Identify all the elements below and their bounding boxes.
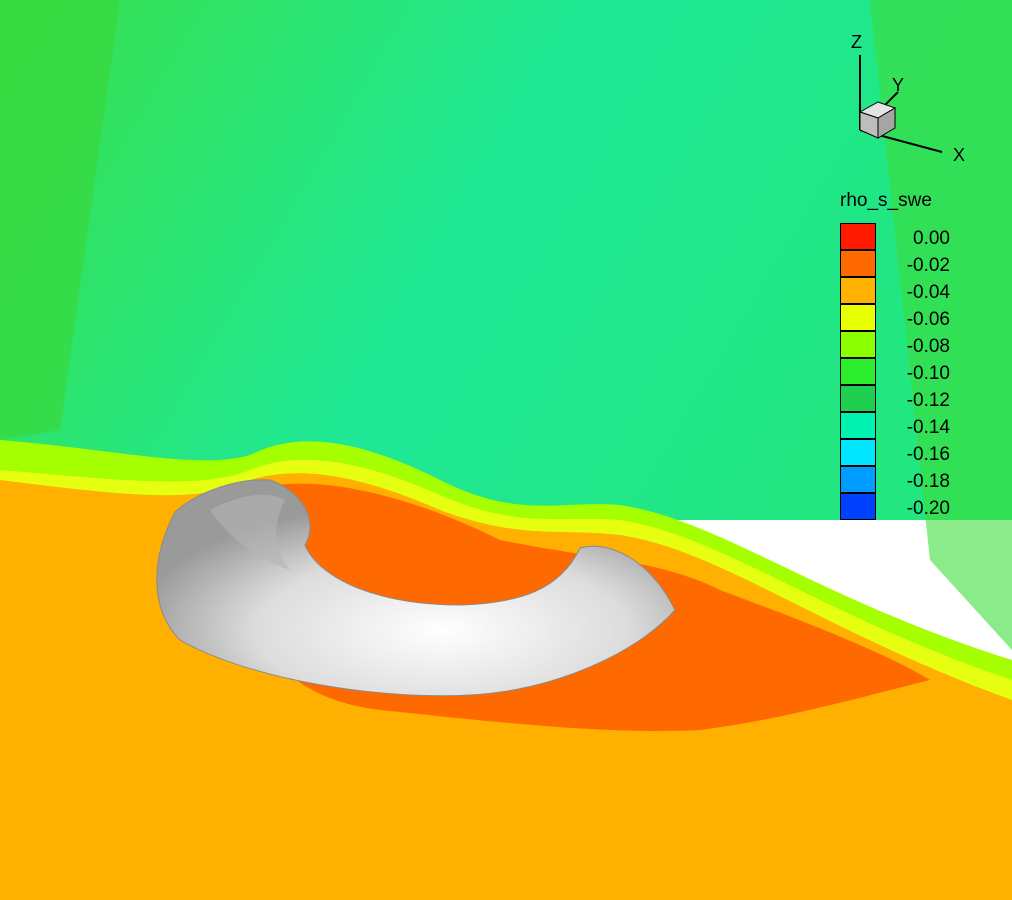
z-axis-label: Z <box>851 32 862 52</box>
legend-colorbar <box>840 223 876 520</box>
legend-label: -0.04 <box>906 282 950 303</box>
cube-side <box>877 107 896 139</box>
legend-label: -0.10 <box>906 363 950 384</box>
obstacle-inner-shadow <box>210 494 290 570</box>
legend-label: -0.20 <box>906 498 950 519</box>
legend-label: -0.16 <box>906 444 950 465</box>
legend-label: -0.08 <box>906 336 950 357</box>
axis-triad <box>858 55 943 153</box>
legend-label: -0.02 <box>906 255 950 276</box>
legend-swatch <box>840 385 876 412</box>
obstacle-torus <box>156 479 676 697</box>
legend-swatch <box>840 331 876 358</box>
legend-swatch <box>840 439 876 466</box>
legend-label: -0.12 <box>906 390 950 411</box>
y-axis-label: Y <box>892 75 905 95</box>
right-green-band <box>870 0 1012 650</box>
legend-swatch <box>840 223 876 250</box>
legend-swatch <box>840 304 876 331</box>
legend-title: rho_s_swe <box>840 190 932 211</box>
left-green-band <box>0 0 120 440</box>
legend-swatch <box>840 466 876 493</box>
legend-swatch <box>840 358 876 385</box>
legend-label: -0.18 <box>906 471 950 492</box>
legend-swatch <box>840 493 876 520</box>
legend-label: -0.14 <box>906 417 950 438</box>
legend-swatch <box>840 277 876 304</box>
legend-swatch <box>840 250 876 277</box>
legend-label: -0.06 <box>906 309 950 330</box>
legend-swatch <box>840 412 876 439</box>
x-axis-label: X <box>953 145 966 165</box>
legend-label: 0.00 <box>913 228 950 249</box>
